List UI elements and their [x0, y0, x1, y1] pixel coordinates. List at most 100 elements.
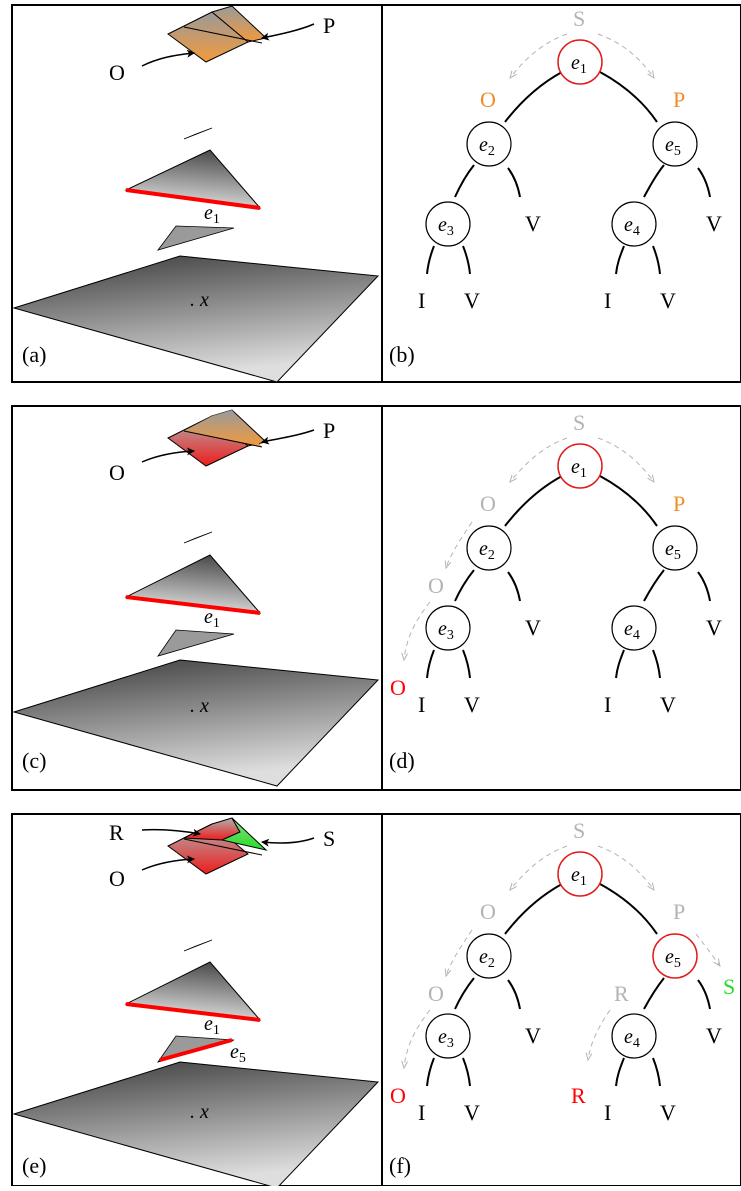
traversal-arrow — [597, 437, 654, 482]
traversal-label-o: O — [428, 981, 444, 1006]
tree-node-e2: e2 — [466, 933, 512, 979]
leaf-label: I — [418, 288, 425, 313]
traversal-arrow — [446, 929, 473, 976]
traversal-arrow — [510, 845, 568, 890]
traversal-arrow — [404, 1009, 431, 1068]
traversal-arrow — [510, 33, 568, 78]
ground-plane — [12, 1061, 380, 1189]
traversal-label-o: O — [480, 491, 496, 516]
tree-node-e1: e1 — [557, 443, 603, 489]
leaf-label: I — [604, 692, 611, 717]
leaf-label: I — [418, 1100, 425, 1125]
query-polygon-s — [220, 817, 268, 851]
svg-text:e3: e3 — [438, 214, 454, 239]
svg-text:e2: e2 — [479, 134, 495, 159]
svg-text:e4: e4 — [624, 1026, 640, 1051]
leaf-label: V — [706, 211, 722, 236]
tree-node-e5: e5 — [652, 121, 698, 167]
traversal-label-p: P — [673, 899, 685, 924]
leaf-label: V — [525, 615, 541, 640]
traversal-arrow — [597, 33, 654, 78]
traversal-label-s: S — [573, 818, 585, 843]
scene-panel-e: R S O e1 e5 . x (e) — [11, 813, 383, 1189]
tree-node-e5: e5 — [652, 525, 698, 571]
pointer-arrow-r — [141, 828, 201, 837]
svg-text:e1: e1 — [571, 456, 587, 481]
tree-node-e3: e3 — [425, 605, 471, 651]
leaf-label: V — [660, 288, 676, 313]
leaf-label: V — [464, 1100, 480, 1125]
leaf-label: I — [604, 288, 611, 313]
point-x-label: . x — [190, 1101, 209, 1123]
split-edge-e1 — [125, 595, 261, 615]
tree-panel-d: e1 e2 e5 e3 e4 I V V I V V S O P O O (d) — [381, 405, 741, 791]
panel-label-d: (d) — [389, 748, 415, 773]
pointer-arrow-p — [261, 429, 315, 445]
leaf-label: V — [464, 288, 480, 313]
traversal-arrow — [446, 521, 473, 568]
ground-plane — [12, 255, 380, 383]
traversal-label-s: S — [573, 6, 585, 31]
svg-text:e3: e3 — [438, 618, 454, 643]
panel-label-e: (e) — [22, 1153, 46, 1178]
leaf-label: I — [604, 1100, 611, 1125]
tree-node-e5: e5 — [652, 933, 698, 979]
tree-node-e2: e2 — [466, 525, 512, 571]
traversal-label-r: R — [614, 981, 629, 1006]
svg-text:e2: e2 — [479, 538, 495, 563]
small-polygon-bottom — [156, 225, 235, 251]
leaf-label: I — [418, 692, 425, 717]
tree-node-e1: e1 — [557, 851, 603, 897]
point-x-label: . x — [190, 289, 209, 311]
edge-label-e1: e1 — [204, 1013, 220, 1038]
pointer-arrow-o — [141, 49, 195, 67]
panel-label-a: (a) — [22, 342, 46, 367]
pointer-arrow-o — [141, 855, 195, 871]
tree-panel-b: e1 e2 e5 e3 e4 I V V I V V S O P (b) — [381, 4, 741, 383]
pointer-label-p: P — [323, 418, 335, 443]
traversal-arrow — [510, 437, 568, 482]
pointer-arrow-s — [261, 837, 315, 847]
small-polygon-top — [183, 531, 213, 544]
svg-text:e4: e4 — [624, 214, 640, 239]
panel-label-b: (b) — [389, 342, 415, 367]
pointer-label-p: P — [323, 13, 335, 38]
traversal-arrow — [404, 601, 431, 660]
small-polygon-top — [183, 127, 213, 140]
traversal-arrow — [588, 1009, 611, 1060]
polygon-split-line — [183, 26, 263, 44]
pointer-label-s: S — [323, 826, 335, 851]
split-edge-e1 — [125, 188, 261, 210]
traversal-label-o: O — [480, 87, 496, 112]
pointer-label-o: O — [109, 460, 125, 485]
pointer-arrow-p — [261, 23, 315, 41]
svg-text:e5: e5 — [665, 134, 681, 159]
query-polygon-p-upper — [184, 410, 262, 447]
pointer-label-r: R — [109, 820, 124, 845]
leaf-label: V — [706, 615, 722, 640]
pointer-arrow-o — [141, 447, 195, 463]
tree-panel-f: e1 e2 e5 e3 e4 I V V I V V S O P O R S O… — [381, 813, 741, 1187]
traversal-label-p: P — [673, 87, 685, 112]
tree-node-e2: e2 — [466, 121, 512, 167]
traversal-arrow — [597, 845, 654, 890]
scene-panel-a: P O e1 . x (a) — [11, 4, 383, 383]
svg-text:e3: e3 — [438, 1026, 454, 1051]
traversal-label-o-inside: O — [390, 675, 406, 700]
split-edge-e5 — [159, 1038, 233, 1062]
leaf-label: V — [464, 692, 480, 717]
traversal-label-r-inside: R — [571, 1083, 586, 1108]
svg-text:e5: e5 — [665, 538, 681, 563]
point-x-label: . x — [190, 695, 209, 717]
pointer-label-o: O — [109, 866, 125, 891]
leaf-label: V — [706, 1023, 722, 1048]
traversal-label-o: O — [428, 573, 444, 598]
edge-label-e5: e5 — [230, 1041, 246, 1066]
panel-label-f: (f) — [389, 1153, 411, 1178]
edge-label-e1: e1 — [204, 606, 220, 631]
ground-plane — [12, 659, 380, 787]
tree-node-e4: e4 — [611, 201, 657, 247]
edge-label-e1: e1 — [204, 202, 220, 227]
split-edge-e1 — [125, 1002, 261, 1022]
